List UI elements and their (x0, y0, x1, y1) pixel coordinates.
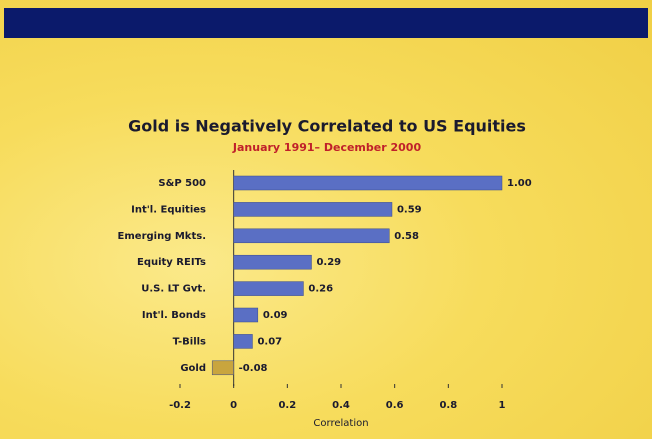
value-label: 0.59 (397, 204, 422, 215)
chart-subtitle: January 1991– December 2000 (232, 141, 422, 154)
bar (234, 255, 312, 269)
page: Gold is Negatively Correlated to US Equi… (0, 0, 652, 439)
x-axis-label: Correlation (313, 418, 368, 429)
bar (234, 282, 304, 296)
chart-title: Gold is Negatively Correlated to US Equi… (128, 117, 526, 136)
y-tick-label: Int'l. Bonds (142, 310, 206, 321)
x-tick-label: 0 (230, 400, 237, 411)
value-label: 1.00 (507, 178, 532, 189)
bar (234, 308, 258, 322)
value-label: 0.26 (308, 284, 333, 295)
value-label: 0.09 (263, 310, 288, 321)
y-tick-label: U.S. LT Gvt. (141, 284, 206, 295)
y-tick-label: Int'l. Equities (131, 204, 206, 215)
value-label: 0.58 (394, 231, 419, 242)
x-tick-label: 0.8 (439, 400, 457, 411)
x-tick-label: 0.6 (386, 400, 404, 411)
chart: Gold is Negatively Correlated to US Equi… (0, 0, 652, 439)
x-tick-label: 1 (499, 400, 506, 411)
bar (212, 361, 233, 375)
value-label: 0.29 (316, 257, 341, 268)
bar (234, 176, 502, 190)
bar (234, 202, 392, 216)
bar (234, 334, 253, 348)
y-tick-label: T-Bills (173, 336, 206, 347)
x-tick-label: 0.4 (332, 400, 350, 411)
y-tick-label: Emerging Mkts. (118, 231, 206, 242)
y-tick-label: S&P 500 (158, 178, 206, 189)
x-tick-label: 0.2 (278, 400, 296, 411)
value-label: 0.07 (257, 336, 282, 347)
y-tick-label: Equity REITs (137, 257, 206, 268)
bar (234, 229, 390, 243)
x-tick-label: -0.2 (169, 400, 191, 411)
header-band (4, 8, 648, 38)
y-tick-label: Gold (180, 363, 206, 374)
value-label: -0.08 (239, 363, 268, 374)
